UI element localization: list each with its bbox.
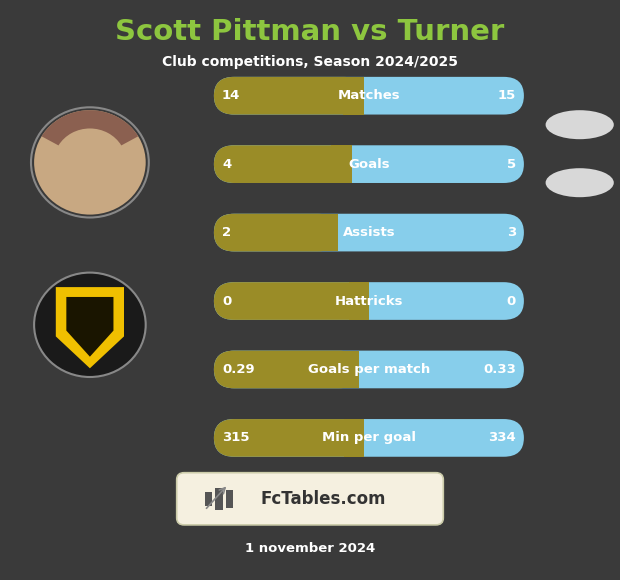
Text: 2: 2 bbox=[222, 226, 231, 239]
Polygon shape bbox=[56, 287, 124, 368]
Bar bbox=[331, 145, 352, 183]
Text: Assists: Assists bbox=[343, 226, 395, 239]
FancyBboxPatch shape bbox=[214, 145, 524, 183]
Text: 1 november 2024: 1 november 2024 bbox=[245, 542, 375, 554]
FancyBboxPatch shape bbox=[214, 145, 352, 183]
Text: Matches: Matches bbox=[337, 89, 401, 102]
Text: Club competitions, Season 2024/2025: Club competitions, Season 2024/2025 bbox=[162, 55, 458, 69]
FancyBboxPatch shape bbox=[214, 350, 359, 389]
FancyBboxPatch shape bbox=[177, 473, 443, 525]
Text: 14: 14 bbox=[222, 89, 241, 102]
Text: 0.33: 0.33 bbox=[483, 363, 516, 376]
Text: 3: 3 bbox=[507, 226, 516, 239]
Circle shape bbox=[31, 107, 149, 218]
FancyBboxPatch shape bbox=[214, 282, 369, 320]
FancyBboxPatch shape bbox=[214, 282, 524, 320]
Text: 315: 315 bbox=[222, 432, 249, 444]
Text: 4: 4 bbox=[222, 158, 231, 171]
FancyBboxPatch shape bbox=[214, 77, 524, 115]
Text: 0: 0 bbox=[507, 295, 516, 307]
FancyBboxPatch shape bbox=[214, 419, 364, 457]
Text: 15: 15 bbox=[498, 89, 516, 102]
Polygon shape bbox=[66, 297, 113, 357]
Ellipse shape bbox=[546, 168, 614, 197]
FancyBboxPatch shape bbox=[214, 350, 524, 389]
Bar bbox=[339, 350, 359, 389]
FancyBboxPatch shape bbox=[214, 77, 363, 115]
Text: 0.29: 0.29 bbox=[222, 363, 255, 376]
Bar bbox=[317, 214, 338, 252]
Bar bbox=[226, 490, 233, 508]
Text: Hattricks: Hattricks bbox=[335, 295, 403, 307]
Text: FcTables.com: FcTables.com bbox=[260, 490, 386, 508]
Bar bbox=[344, 419, 364, 457]
Bar bbox=[205, 492, 212, 506]
Bar bbox=[348, 282, 369, 320]
Text: Goals per match: Goals per match bbox=[308, 363, 430, 376]
Bar bbox=[343, 77, 363, 115]
Text: Scott Pittman vs Turner: Scott Pittman vs Turner bbox=[115, 18, 505, 46]
Text: 334: 334 bbox=[488, 432, 516, 444]
FancyBboxPatch shape bbox=[214, 214, 524, 252]
Circle shape bbox=[34, 273, 146, 377]
FancyBboxPatch shape bbox=[214, 419, 524, 457]
Ellipse shape bbox=[546, 110, 614, 139]
Text: 5: 5 bbox=[507, 158, 516, 171]
Text: 0: 0 bbox=[222, 295, 231, 307]
Text: Goals: Goals bbox=[348, 158, 390, 171]
Circle shape bbox=[34, 110, 146, 215]
FancyBboxPatch shape bbox=[214, 214, 338, 252]
Wedge shape bbox=[42, 110, 138, 146]
Text: Min per goal: Min per goal bbox=[322, 432, 416, 444]
Bar bbox=[215, 488, 223, 510]
